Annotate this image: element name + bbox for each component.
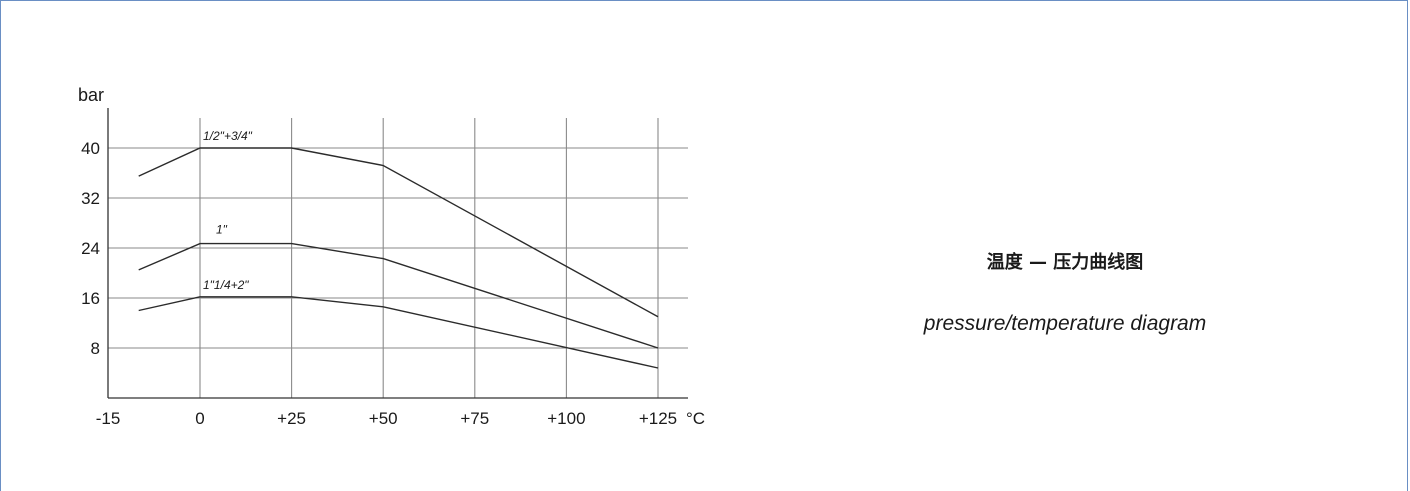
series-line: [138, 147, 659, 318]
x-tick-label: 0: [195, 409, 204, 428]
y-tick-label: 8: [91, 339, 100, 358]
caption-chinese: 温度 — 压力曲线图: [986, 252, 1144, 273]
chart-caption: 温度 — 压力曲线图 pressure/temperature diagram: [860, 248, 1270, 336]
x-tick-label: +25: [277, 409, 306, 428]
x-axis-unit: °C: [686, 409, 705, 428]
x-tick-label: +75: [460, 409, 489, 428]
series-label: 1": [216, 223, 228, 237]
series-label: 1/2"+3/4": [203, 129, 253, 143]
series-line: [138, 242, 659, 349]
series-line: [138, 296, 659, 369]
caption-english: pressure/temperature diagram: [923, 312, 1207, 335]
y-tick-label: 40: [81, 139, 100, 158]
x-tick-label: +125: [639, 409, 677, 428]
x-tick-label: +100: [547, 409, 585, 428]
y-tick-label: 32: [81, 189, 100, 208]
series-label: 1"1/4+2": [203, 278, 249, 292]
y-tick-label: 16: [81, 289, 100, 308]
x-tick-label: +50: [369, 409, 398, 428]
pressure-temperature-chart: 8 16 24 32 40 -15 0 +25 +50 +75 +100 +125 °C bar 1/2"+…: [78, 85, 705, 428]
y-tick-label: 24: [81, 239, 100, 258]
x-tick-label: -15: [96, 409, 121, 428]
y-axis-label: bar: [78, 85, 104, 105]
